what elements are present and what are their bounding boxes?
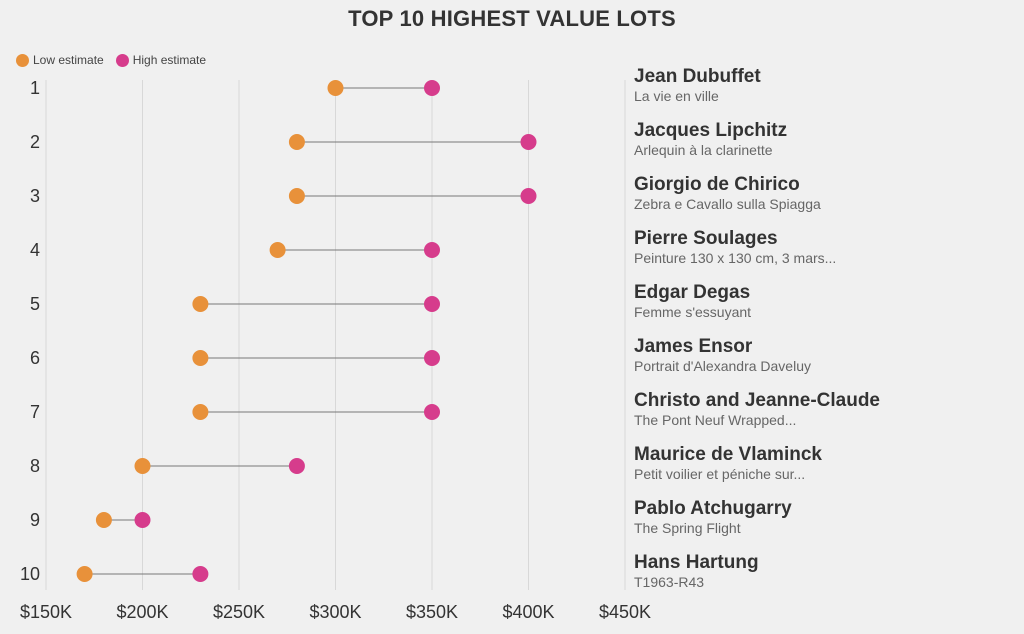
work-title: Arlequin à la clarinette <box>634 142 773 158</box>
artist-name: Christo and Jeanne-Claude <box>634 390 880 411</box>
work-title: Peinture 130 x 130 cm, 3 mars... <box>634 250 836 266</box>
high-estimate-point[interactable] <box>424 242 440 258</box>
rank-label: 8 <box>30 456 40 476</box>
low-estimate-point[interactable] <box>192 296 209 312</box>
legend-high-marker <box>115 53 129 67</box>
chart-title: TOP 10 HIGHEST VALUE LOTS <box>348 6 676 31</box>
artist-name: Jean Dubuffet <box>634 66 761 87</box>
rank-label: 2 <box>30 132 40 152</box>
high-estimate-point[interactable] <box>424 80 440 96</box>
rank-label: 3 <box>30 186 40 206</box>
work-title: The Spring Flight <box>634 520 741 536</box>
rank-label: 9 <box>30 510 40 530</box>
low-estimate-point[interactable] <box>192 404 209 420</box>
high-estimate-point[interactable] <box>192 566 209 582</box>
x-tick-label: $300K <box>309 602 361 622</box>
high-estimate-point[interactable] <box>288 458 305 474</box>
x-tick-label: $150K <box>20 602 72 622</box>
low-estimate-point[interactable] <box>76 566 93 582</box>
low-estimate-point[interactable] <box>134 458 151 474</box>
high-estimate-point[interactable] <box>520 134 537 150</box>
artist-name: Pierre Soulages <box>634 228 778 249</box>
low-estimate-point[interactable] <box>192 350 209 366</box>
work-title: Femme s'essuyant <box>634 304 751 320</box>
x-tick-label: $250K <box>213 602 265 622</box>
x-tick-label: $400K <box>502 602 554 622</box>
rank-label: 1 <box>30 78 40 98</box>
artist-name: Maurice de Vlaminck <box>634 444 822 465</box>
rank-label: 7 <box>30 402 40 422</box>
work-title: The Pont Neuf Wrapped... <box>634 412 796 428</box>
legend-high-label: High estimate <box>132 53 207 67</box>
legend-low-label: Low estimate <box>33 53 104 67</box>
high-estimate-point[interactable] <box>424 404 440 420</box>
x-tick-label: $350K <box>406 602 458 622</box>
work-title: Zebra e Cavallo sulla Spiagga <box>634 196 821 212</box>
legend-item-low[interactable]: Low estimate <box>16 53 104 67</box>
rank-label: 6 <box>30 348 40 368</box>
rank-label: 5 <box>30 294 40 314</box>
work-title: La vie en ville <box>634 88 719 104</box>
work-title: T1963-R43 <box>634 574 704 590</box>
high-estimate-point[interactable] <box>520 188 537 204</box>
artist-name: Pablo Atchugarry <box>634 498 792 519</box>
gridlines <box>45 80 626 590</box>
high-estimate-point[interactable] <box>134 512 151 528</box>
low-estimate-point[interactable] <box>327 80 344 96</box>
work-title: Portrait d'Alexandra Daveluy <box>634 358 811 374</box>
x-axis-ticks: $150K $200K $250K $300K $350K $400K $450K <box>20 602 651 622</box>
x-tick-label: $200K <box>116 602 168 622</box>
low-estimate-point[interactable] <box>288 188 305 204</box>
x-tick-label: $450K <box>599 602 651 622</box>
artist-name: James Ensor <box>634 336 753 357</box>
rank-label: 10 <box>20 564 40 584</box>
legend: Low estimate High estimate <box>16 53 218 67</box>
work-title: Petit voilier et péniche sur... <box>634 466 805 482</box>
legend-item-high[interactable]: High estimate <box>115 53 207 67</box>
high-estimate-point[interactable] <box>424 296 440 312</box>
low-estimate-point[interactable] <box>95 512 112 528</box>
low-estimate-point[interactable] <box>288 134 305 150</box>
legend-low-marker <box>16 53 29 67</box>
artist-name: Hans Hartung <box>634 552 759 573</box>
rank-label: 4 <box>30 240 40 260</box>
artist-name: Edgar Degas <box>634 282 750 303</box>
high-estimate-point[interactable] <box>424 350 440 366</box>
low-estimate-point[interactable] <box>269 242 286 258</box>
artist-name: Jacques Lipchitz <box>634 120 787 141</box>
artist-name: Giorgio de Chirico <box>634 174 800 195</box>
